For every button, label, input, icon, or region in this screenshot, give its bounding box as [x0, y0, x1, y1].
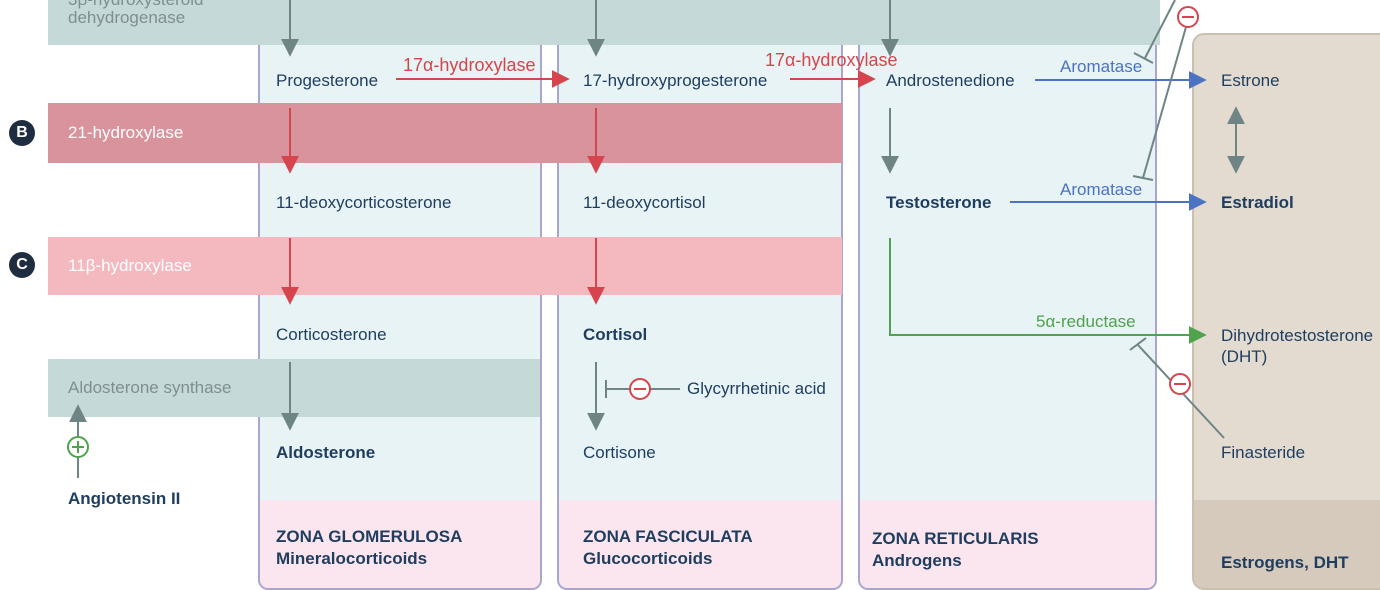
- enzyme-17a-hydroxylase-label-1: 17α-hydroxylase: [403, 55, 536, 75]
- zone-glomerulosa-sub: Mineralocorticoids: [276, 549, 428, 568]
- estrogens-footer: [1194, 500, 1380, 588]
- zone-reticularis-name: ZONA RETICULARIS: [872, 529, 1039, 548]
- enzyme-17a-hydroxylase-label-2: 17α-hydroxylase: [765, 50, 898, 70]
- band-3b-hsd: [48, 0, 1160, 45]
- inhibitor-bar-aromatase-2: [1132, 175, 1154, 181]
- molecule-estradiol: Estradiol: [1221, 193, 1294, 212]
- molecule-corticosterone: Corticosterone: [276, 325, 387, 344]
- enzyme-21-hydroxylase-label: 21-hydroxylase: [68, 123, 184, 142]
- inhibitor-bar-aromatase-1: [1133, 52, 1154, 64]
- enzyme-11b-hydroxylase-label: 11β-hydroxylase: [68, 256, 192, 275]
- enzyme-aromatase-label-2: Aromatase: [1060, 180, 1143, 199]
- hormone-angiotensin-ii: Angiotensin II: [68, 489, 181, 508]
- inhibitor-bar-finasteride: [1129, 337, 1147, 351]
- zone-fasciculata-label: ZONA FASCICULATA Glucocorticoids: [583, 526, 753, 570]
- zone-estrogens-label: Estrogens, DHT: [1221, 553, 1349, 572]
- zone-glomerulosa-name: ZONA GLOMERULOSA: [276, 527, 463, 546]
- molecule-11-deoxycortisol: 11-deoxycortisol: [583, 193, 706, 212]
- enzyme-3b-hsd-label: 3β-hydroxysteroid dehydrogenase: [68, 0, 203, 27]
- molecule-estrone: Estrone: [1221, 71, 1280, 90]
- zone-reticularis-label: ZONA RETICULARIS Androgens: [872, 528, 1039, 572]
- band-11b-hydroxylase: 11β-hydroxylase: [48, 237, 842, 295]
- inhibitor-line-aromatase-1: [1144, 0, 1176, 59]
- zona-glomerulosa-footer: [260, 500, 540, 588]
- zona-reticularis-column: [858, 40, 1157, 590]
- molecule-17-hydroxyprogesterone: 17-hydroxyprogesterone: [583, 71, 768, 90]
- estrogens-column: [1192, 33, 1380, 590]
- drug-finasteride: Finasteride: [1221, 443, 1306, 462]
- molecule-testosterone: Testosterone: [886, 193, 992, 212]
- zona-reticularis-footer: [860, 500, 1155, 588]
- molecule-dht: Dihydrotestosterone (DHT): [1221, 326, 1374, 366]
- zona-fasciculata-footer: [559, 500, 841, 588]
- band-21-hydroxylase: 21-hydroxylase: [48, 103, 842, 163]
- molecule-androstenedione: Androstenedione: [886, 71, 1015, 90]
- enzyme-aromatase-label-1: Aromatase: [1060, 57, 1143, 76]
- band-aldosterone-synthase: Aldosterone synthase: [48, 359, 540, 417]
- marker-b: B: [9, 120, 35, 146]
- zone-fasciculata-sub: Glucocorticoids: [583, 549, 713, 568]
- inhibitor-line-aromatase-2: [1142, 19, 1189, 179]
- molecule-progesterone: Progesterone: [276, 71, 379, 90]
- zone-fasciculata-name: ZONA FASCICULATA: [583, 527, 753, 546]
- molecule-cortisone: Cortisone: [583, 443, 656, 462]
- zone-glomerulosa-label: ZONA GLOMERULOSA Mineralocorticoids: [276, 526, 462, 570]
- enzyme-5a-reductase-label: 5α-reductase: [1036, 312, 1136, 331]
- molecule-11-deoxycorticosterone: 11-deoxycorticosterone: [276, 193, 452, 212]
- arrow-testosterone-to-dht: [889, 238, 1207, 344]
- marker-c: C: [9, 252, 35, 278]
- enzyme-aldosterone-synthase-label: Aldosterone synthase: [68, 378, 232, 397]
- molecule-cortisol: Cortisol: [583, 325, 648, 344]
- molecule-aldosterone: Aldosterone: [276, 443, 376, 462]
- zone-reticularis-sub: Androgens: [872, 551, 962, 570]
- drug-glycyrrhetinic-acid: Glycyrrhetinic acid: [687, 379, 826, 398]
